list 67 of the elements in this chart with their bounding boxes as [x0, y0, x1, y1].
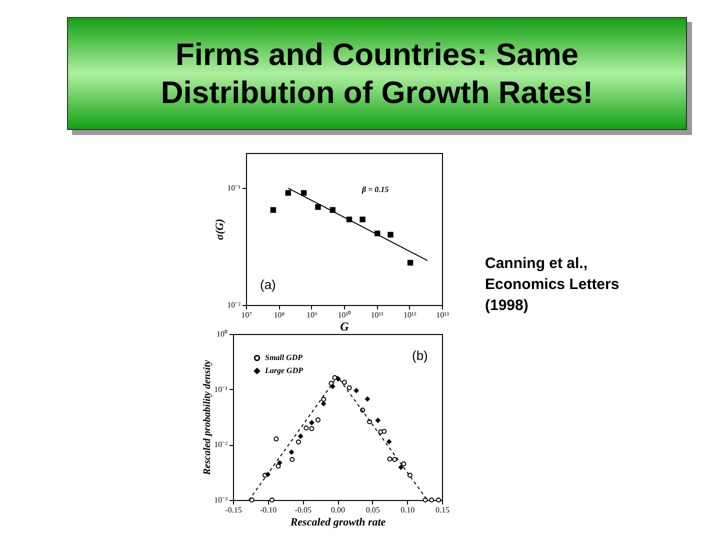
x-tick-label: -0.10: [260, 506, 277, 514]
y-tick-label: 10⁻¹: [227, 184, 242, 193]
x-tick-label: -0.15: [225, 506, 242, 514]
annotation: (b): [412, 348, 428, 363]
point: [364, 396, 370, 402]
x-tick-label: 10¹⁰: [338, 310, 352, 320]
point: [332, 375, 338, 380]
x-tick-label: 0.05: [366, 506, 380, 514]
y-tick-label: 10⁻²: [214, 440, 228, 450]
point: [304, 426, 309, 431]
point: [270, 207, 276, 213]
chart-title: Firms and Countries: Same Distribution of Growth Rates!: [67, 17, 687, 130]
y-axis-title: Rescaled probability density: [202, 359, 214, 476]
x-axis-title: Rescaled growth rate: [289, 516, 386, 528]
point: [422, 498, 428, 502]
x-tick-label: 10¹²: [403, 310, 417, 320]
x-tick-label: 10¹¹: [370, 310, 384, 320]
point: [277, 460, 282, 466]
point: [274, 436, 279, 442]
legend-label: Large GDP: [264, 366, 304, 375]
point: [289, 450, 294, 455]
point: [330, 384, 336, 389]
point: [301, 190, 307, 196]
y-tick-label: 10⁻¹: [214, 384, 228, 394]
y-tick-label: 10⁻³: [214, 496, 228, 504]
point: [398, 464, 404, 470]
point: [401, 461, 406, 466]
annotation: (a): [260, 277, 276, 292]
x-tick-label: 10¹³: [436, 310, 450, 320]
y-tick-label: 10⁰: [216, 330, 228, 338]
y-tick-label: 10⁻²: [227, 300, 242, 310]
x-tick-label: 0.10: [400, 506, 415, 514]
x-tick-label: -0.05: [294, 506, 312, 514]
annotation: β = 0.15: [361, 185, 389, 194]
point: [382, 428, 387, 434]
point: [342, 380, 347, 385]
x-tick-label: 10⁸: [274, 310, 285, 320]
x-tick-label: 10⁷: [241, 310, 252, 320]
x-tick-label: 0.00: [331, 506, 345, 514]
point: [285, 190, 291, 196]
point: [298, 434, 304, 439]
legend-label: Small GDP: [265, 353, 303, 362]
point: [375, 418, 380, 423]
point: [309, 420, 314, 426]
x-axis-title: G: [340, 320, 350, 334]
x-tick-label: 10⁹: [306, 310, 318, 320]
x-tick-label: 0.15: [436, 506, 450, 514]
point: [290, 456, 295, 462]
point: [354, 388, 359, 394]
point: [346, 385, 352, 390]
point: [321, 401, 326, 406]
point: [249, 498, 254, 502]
point: [429, 498, 434, 502]
point: [309, 426, 314, 432]
point: [407, 472, 412, 478]
point: [321, 396, 326, 402]
text: Canning et al., Economics Letters (1998): [485, 254, 620, 316]
point: [386, 439, 392, 444]
point: [270, 498, 275, 502]
point: [315, 204, 321, 210]
point: [296, 439, 301, 444]
point: [315, 417, 320, 422]
y-axis-title: σ(G): [214, 218, 226, 240]
point: [392, 456, 398, 462]
point: [360, 216, 366, 222]
point: [436, 498, 442, 502]
point: [387, 456, 392, 462]
